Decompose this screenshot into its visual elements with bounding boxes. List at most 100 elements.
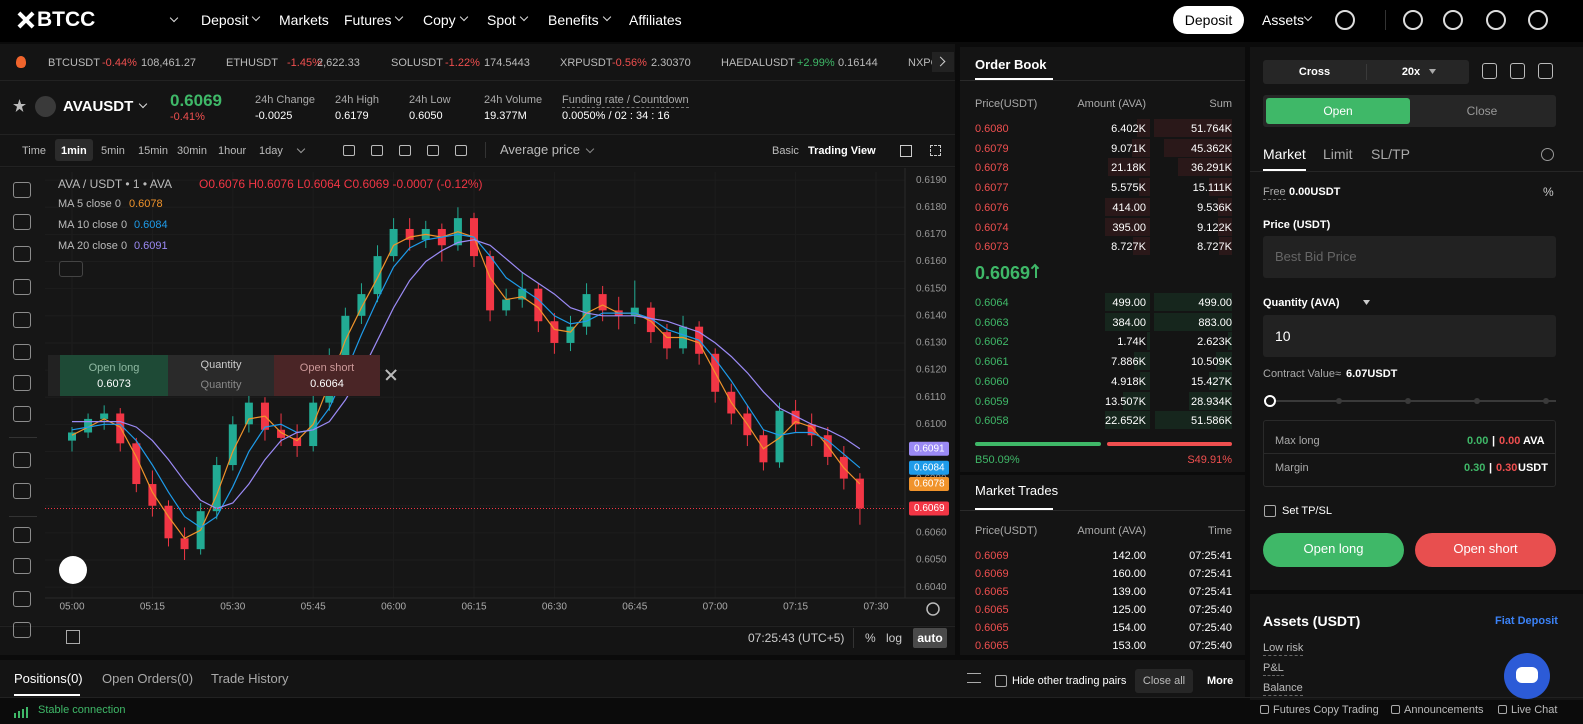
nav-menu-item[interactable]: Deposit [201, 12, 249, 28]
drawing-tool[interactable] [13, 591, 31, 607]
deposit-button-label[interactable]: Deposit [1184, 12, 1233, 28]
drawing-tool[interactable] [13, 279, 31, 295]
open-long-button[interactable] [1263, 533, 1404, 567]
book-price[interactable]: 0.6062 [975, 336, 1009, 349]
order-type-tab[interactable]: Limit [1323, 146, 1353, 162]
scale-button[interactable]: % [865, 631, 876, 645]
status-link[interactable]: Live Chat [1511, 704, 1558, 716]
view-button[interactable]: Basic [772, 145, 799, 157]
scale-button-active[interactable] [913, 628, 947, 648]
fiat-deposit-link[interactable]: Fiat Deposit [1495, 615, 1558, 627]
tool-icon[interactable] [371, 145, 383, 156]
open-side-button[interactable] [1266, 98, 1410, 124]
tool-icon[interactable] [455, 145, 467, 156]
close-all-button[interactable] [1135, 669, 1193, 693]
close-all-label[interactable]: Close all [1142, 675, 1186, 687]
quick-long-button[interactable] [60, 355, 168, 396]
book-price[interactable]: 0.6064 [975, 297, 1009, 309]
book-price[interactable]: 0.6074 [975, 221, 1009, 234]
collapse-legend[interactable] [59, 261, 83, 277]
quick-short-label[interactable]: Open short [299, 362, 355, 374]
market-trades-title[interactable]: Market Trades [975, 483, 1059, 498]
interval-button[interactable]: 30min [177, 145, 207, 157]
quick-quantity-input[interactable]: Quantity [200, 379, 242, 391]
scale-button[interactable]: log [886, 631, 903, 645]
book-price[interactable]: 0.6079 [975, 142, 1009, 155]
nav-menu-item[interactable]: Markets [279, 12, 329, 28]
drawing-tool[interactable] [13, 182, 31, 198]
nav-menu-item[interactable]: Affiliates [629, 12, 682, 28]
ticker-symbol[interactable]: SOLUSDT [391, 57, 443, 69]
book-price[interactable]: 0.6061 [975, 356, 1009, 369]
ticker-symbol[interactable]: HAEDALUSDT [721, 57, 795, 69]
drawing-tool[interactable] [13, 452, 31, 468]
quick-long-label[interactable]: Open long [88, 362, 140, 374]
price-type-select[interactable]: Average price [500, 142, 580, 157]
settings-icon[interactable] [1510, 63, 1525, 79]
date-range-icon[interactable] [66, 630, 80, 644]
open-short-label[interactable]: Open short [1453, 541, 1518, 556]
book-price[interactable]: 0.6080 [975, 123, 1009, 135]
drawing-tool[interactable] [13, 622, 31, 638]
settings-icon[interactable] [1482, 63, 1497, 79]
ticker-symbol[interactable]: ETHUSDT [226, 57, 278, 69]
nav-menu-item[interactable]: Spot [487, 12, 516, 28]
open-short-button[interactable] [1415, 533, 1556, 567]
percent-toggle[interactable]: % [1543, 185, 1554, 199]
assets-menu[interactable]: Assets [1262, 12, 1305, 28]
drawing-tool[interactable] [13, 246, 31, 262]
nav-menu-item[interactable]: Futures [344, 12, 392, 28]
filter-icon[interactable] [967, 673, 981, 683]
tpsl-checkbox[interactable] [1264, 505, 1276, 517]
book-price[interactable]: 0.6060 [975, 375, 1009, 388]
settings-icon[interactable] [1538, 63, 1553, 79]
tool-icon[interactable] [427, 145, 439, 156]
book-price[interactable]: 0.6063 [975, 316, 1009, 329]
drawing-tool[interactable] [13, 527, 31, 543]
quick-short-button[interactable] [274, 355, 380, 396]
tool-icon[interactable] [343, 145, 355, 156]
order-book-title[interactable]: Order Book [975, 57, 1047, 72]
book-price[interactable]: 0.6059 [975, 395, 1009, 408]
nav-icon[interactable] [1486, 10, 1506, 30]
nav-icon[interactable] [1443, 10, 1463, 30]
fullscreen-icon[interactable] [930, 145, 941, 156]
quick-short-price[interactable]: 0.6064 [310, 378, 344, 390]
bottom-tab[interactable]: Open Orders(0) [102, 671, 194, 686]
quick-long-price[interactable]: 0.6073 [97, 378, 131, 390]
drawing-tool[interactable] [13, 344, 31, 360]
status-link[interactable]: Announcements [1404, 704, 1484, 716]
book-price[interactable]: 0.6058 [975, 415, 1009, 428]
book-price[interactable]: 0.6077 [975, 182, 1009, 195]
deposit-button[interactable] [1173, 6, 1244, 34]
interval-button[interactable]: 1hour [218, 145, 247, 157]
open-long-label[interactable]: Open long [1303, 541, 1364, 556]
interval-button[interactable]: 1day [259, 145, 283, 157]
nav-menu-item[interactable]: Copy [423, 12, 456, 28]
interval-button[interactable]: Time [22, 145, 47, 157]
drawing-tool[interactable] [13, 483, 31, 499]
slider-thumb[interactable] [1264, 395, 1276, 407]
nav-menu-item[interactable]: Benefits [548, 12, 599, 28]
hide-pairs-checkbox[interactable] [995, 675, 1007, 687]
nav-icon[interactable] [1403, 10, 1423, 30]
bottom-tab[interactable]: Trade History [211, 671, 289, 686]
view-button[interactable]: Trading View [808, 145, 876, 157]
order-type-tab[interactable]: SL/TP [1371, 146, 1410, 162]
layout-icon[interactable] [900, 145, 912, 157]
nav-icon[interactable] [1528, 10, 1548, 30]
close-side-label[interactable]: Close [1466, 104, 1498, 118]
ticker-next[interactable] [932, 52, 954, 72]
open-side-label[interactable]: Open [1323, 104, 1353, 118]
scale-button[interactable]: auto [917, 631, 943, 645]
pair-symbol[interactable]: AVAUSDT [63, 98, 134, 115]
status-link[interactable]: Futures Copy Trading [1273, 704, 1379, 716]
book-price[interactable]: 0.6073 [975, 241, 1009, 254]
book-price[interactable]: 0.6076 [975, 201, 1009, 214]
nav-icon[interactable] [1335, 10, 1355, 30]
interval-button[interactable]: 1min [61, 145, 87, 157]
drawing-tool[interactable] [13, 312, 31, 328]
drawing-tool[interactable] [13, 214, 31, 230]
drawing-tool[interactable] [13, 558, 31, 574]
ticker-symbol[interactable]: BTCUSDT [48, 57, 100, 69]
